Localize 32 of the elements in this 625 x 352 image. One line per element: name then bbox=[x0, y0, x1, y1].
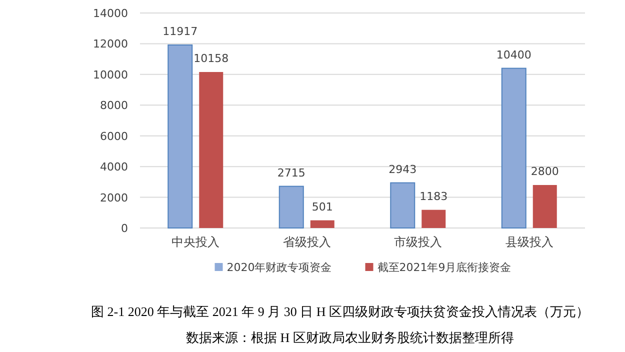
caption: 图 2-1 2020 年与截至 2021 年 9 月 30 日 H 区四级财政专项扶贫资金投入情况表（万元） bbox=[91, 304, 589, 319]
bar bbox=[199, 72, 224, 228]
source-note: 数据来源：根据 H 区财政局农业财务股统计数据整理所得 bbox=[186, 330, 514, 345]
bar bbox=[532, 185, 557, 228]
bar bbox=[168, 44, 193, 228]
data-label: 2800 bbox=[530, 165, 559, 178]
bar bbox=[390, 182, 416, 228]
data-label: 2943 bbox=[388, 162, 417, 176]
data-label: 1183 bbox=[420, 190, 448, 203]
data-label: 10158 bbox=[194, 52, 229, 65]
x-tick-label: 市级投入 bbox=[394, 235, 442, 249]
legend-label: 2020年财政专项资金 bbox=[226, 261, 332, 274]
x-tick-label: 省级投入 bbox=[282, 235, 331, 249]
legend-label: 截至2021年9月底衔接资金 bbox=[377, 261, 512, 274]
data-label: 10400 bbox=[496, 48, 532, 62]
y-tick-label: 14000 bbox=[93, 7, 128, 20]
x-tick-label: 中央投入 bbox=[172, 235, 220, 249]
bar bbox=[278, 186, 304, 228]
bar bbox=[422, 210, 446, 228]
y-tick-label: 10000 bbox=[93, 68, 128, 82]
data-label: 501 bbox=[312, 200, 333, 214]
y-tick-label: 8000 bbox=[100, 99, 128, 112]
data-label: 11917 bbox=[162, 24, 198, 38]
bar bbox=[310, 220, 334, 228]
x-tick-label: 县级投入 bbox=[505, 235, 554, 249]
y-tick-label: 4000 bbox=[100, 160, 128, 174]
bar bbox=[501, 68, 526, 228]
data-label: 2715 bbox=[277, 166, 306, 180]
y-tick-label: 2000 bbox=[100, 191, 128, 204]
y-tick-label: 12000 bbox=[93, 38, 128, 51]
y-tick-label: 6000 bbox=[100, 130, 128, 143]
y-tick-label: 0 bbox=[121, 222, 128, 235]
